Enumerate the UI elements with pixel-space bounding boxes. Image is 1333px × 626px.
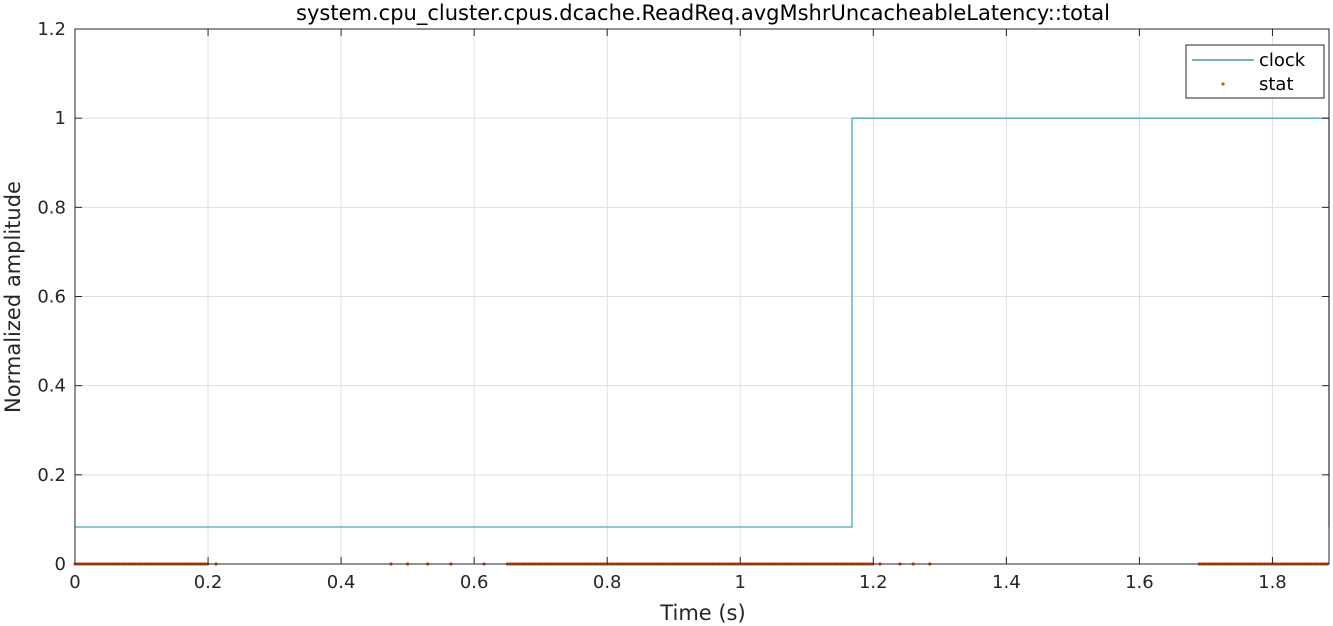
legend-label-clock: clock bbox=[1259, 50, 1306, 71]
legend-label-stat: stat bbox=[1259, 74, 1294, 95]
x-tick-label: 1.8 bbox=[1258, 572, 1287, 593]
y-tick-label: 0.4 bbox=[37, 376, 66, 397]
series-clock-line bbox=[75, 117, 1330, 528]
y-tick-label: 1.2 bbox=[37, 19, 66, 40]
y-tick-label: 0.2 bbox=[37, 465, 66, 486]
x-tick-label: 0 bbox=[69, 572, 80, 593]
x-axis: 0 0.2 0.4 0.6 0.8 1 1.2 1.4 1.6 1.8 bbox=[69, 29, 1287, 593]
x-tick-label: 0.4 bbox=[327, 572, 356, 593]
x-tick-label: 0.8 bbox=[593, 572, 622, 593]
y-tick-label: 0.6 bbox=[37, 287, 66, 308]
y-axis: 0 0.2 0.4 0.6 0.8 1 1.2 bbox=[37, 19, 1329, 575]
legend-box bbox=[1185, 44, 1325, 99]
y-axis-label: Normalized amplitude bbox=[1, 181, 25, 413]
x-tick-label: 1.2 bbox=[859, 572, 888, 593]
chart-title: system.cpu_cluster.cpus.dcache.ReadReq.a… bbox=[296, 1, 1110, 26]
legend: clock stat bbox=[1185, 44, 1325, 99]
y-tick-label: 1 bbox=[55, 108, 66, 129]
y-tick-label: 0.8 bbox=[37, 197, 66, 218]
grid bbox=[75, 29, 1329, 564]
x-tick-label: 1 bbox=[735, 572, 746, 593]
legend-marker-stat bbox=[1221, 82, 1225, 86]
x-tick-label: 1.6 bbox=[1125, 572, 1154, 593]
x-tick-label: 1.4 bbox=[992, 572, 1021, 593]
x-axis-label: Time (s) bbox=[659, 601, 745, 625]
x-tick-label: 0.2 bbox=[194, 572, 223, 593]
x-tick-label: 0.6 bbox=[460, 572, 489, 593]
series-layer bbox=[73, 117, 1330, 566]
y-tick-label: 0 bbox=[55, 554, 66, 575]
